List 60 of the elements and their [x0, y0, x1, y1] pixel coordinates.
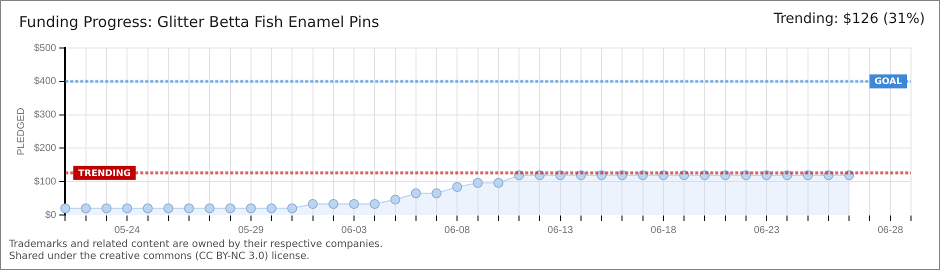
point	[308, 198, 318, 209]
text: Trademarks and related content are owned by their respective companies.	[9, 239, 383, 250]
x-tick-label: 06-18	[650, 224, 677, 236]
point	[514, 170, 524, 180]
point	[184, 203, 194, 214]
point	[452, 182, 462, 192]
chart-title: Funding Progress: Glitter Betta Fish Enamel Pins	[19, 13, 380, 31]
x-tick-label: 06-23	[754, 224, 780, 236]
y-tick-label: $200	[34, 142, 57, 154]
point	[390, 194, 400, 205]
point	[700, 170, 710, 180]
x-tick-label: 06-08	[444, 224, 470, 236]
y-tick-label: $400	[34, 76, 57, 88]
point	[576, 170, 586, 180]
point	[225, 203, 236, 214]
ref-line-label: GOAL	[874, 77, 902, 88]
point	[472, 178, 483, 188]
point	[802, 170, 813, 180]
ref-line-label: TRENDING	[78, 168, 131, 179]
point	[60, 203, 70, 214]
y-tick-label: $300	[34, 110, 57, 121]
point	[266, 203, 277, 214]
point	[534, 170, 545, 180]
y-tick-label: $0	[45, 210, 57, 221]
point	[679, 170, 690, 180]
x-tick-label: 06-28	[878, 224, 904, 236]
point	[432, 188, 442, 198]
point	[142, 203, 153, 214]
point	[823, 170, 834, 180]
point	[844, 170, 854, 180]
point	[617, 170, 628, 180]
x-tick-label: 06-13	[548, 224, 574, 236]
point	[555, 170, 566, 180]
point	[638, 170, 648, 180]
point	[102, 203, 112, 214]
point	[349, 198, 360, 209]
x-tick-label: 05-24	[114, 224, 140, 236]
x-tick-label: 06-03	[341, 224, 368, 236]
point	[658, 170, 668, 180]
y-tick-label: $500	[34, 42, 57, 54]
point	[493, 178, 504, 188]
point	[328, 198, 338, 209]
y-tick-label: $100	[34, 176, 57, 188]
x-tick-label: 05-29	[238, 224, 264, 236]
point	[370, 198, 380, 209]
point	[163, 203, 174, 214]
point	[762, 170, 772, 180]
point	[720, 170, 730, 180]
point	[410, 188, 421, 198]
text: Trending: $126 (31%)	[774, 11, 925, 27]
point	[80, 203, 91, 214]
point	[782, 170, 792, 180]
point	[204, 203, 215, 214]
point	[596, 170, 607, 180]
point	[122, 203, 132, 214]
text: Shared under the creative commons (CC BY-NC 3.0) license.	[9, 251, 310, 262]
point	[287, 203, 298, 214]
y-axis-title: PLEDGED	[16, 108, 27, 156]
point	[246, 203, 256, 214]
point	[740, 170, 751, 180]
